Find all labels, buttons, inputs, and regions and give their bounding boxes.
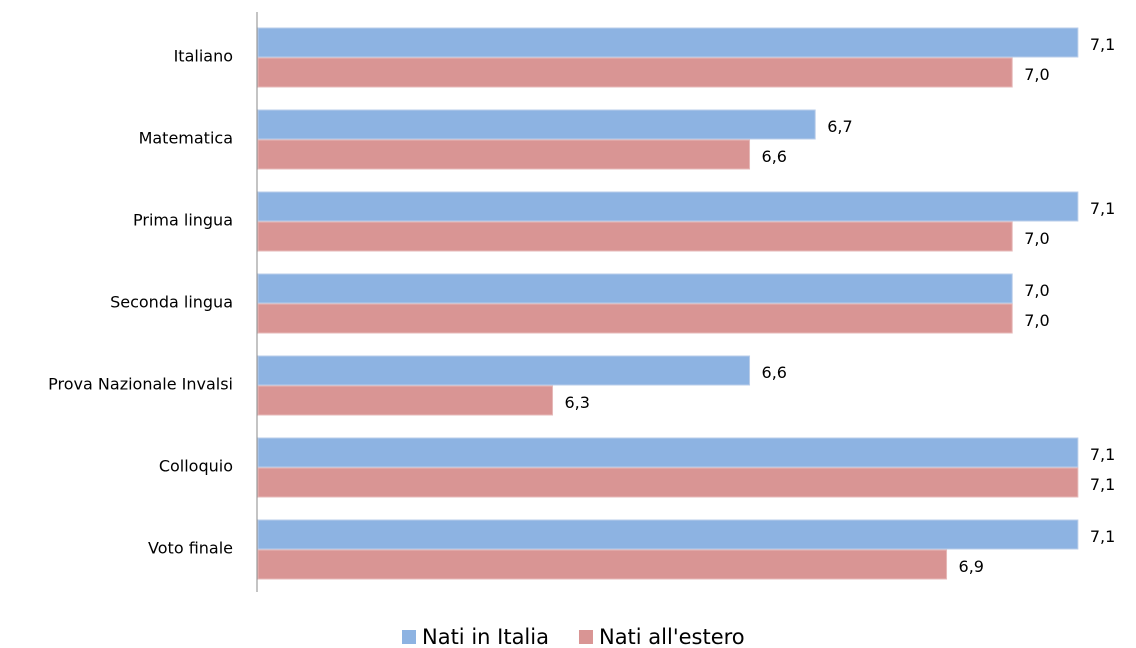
legend-label: Nati all'estero [599,625,745,648]
value-label: 7,0 [1024,229,1049,248]
bar [257,109,816,140]
bar [257,191,1079,222]
bar [257,139,751,170]
bar [257,437,1079,468]
value-label: 7,1 [1090,35,1115,54]
y-tick-label: Prima lingua [133,211,233,230]
value-label: 7,0 [1024,281,1049,300]
bar [257,27,1079,58]
y-tick-label: Prova Nazionale Invalsi [48,375,233,394]
legend-swatch [402,630,416,644]
y-tick-label: Colloquio [159,457,233,476]
value-label: 7,1 [1090,445,1115,464]
value-label: 7,1 [1090,199,1115,218]
value-label: 7,1 [1090,527,1115,546]
value-label: 6,3 [565,393,590,412]
bar [257,355,751,386]
bar [257,303,1013,334]
value-label: 7,0 [1024,311,1049,330]
value-label: 7,0 [1024,65,1049,84]
bar [257,57,1013,88]
bar [257,221,1013,252]
bar [257,467,1079,498]
value-label: 6,6 [762,363,787,382]
bar [257,273,1013,304]
legend-swatch [578,630,593,644]
value-label: 7,1 [1090,475,1115,494]
y-tick-label: Italiano [174,47,233,66]
value-label: 6,7 [827,117,852,136]
y-tick-label: Voto finale [148,539,233,558]
bar [257,385,554,416]
legend-label: Nati in Italia [422,625,549,648]
bar [257,549,948,580]
value-label: 6,6 [762,147,787,166]
y-tick-label: Matematica [139,129,233,148]
value-label: 6,9 [959,557,984,576]
bar [257,519,1079,550]
y-tick-label: Seconda lingua [110,293,233,312]
